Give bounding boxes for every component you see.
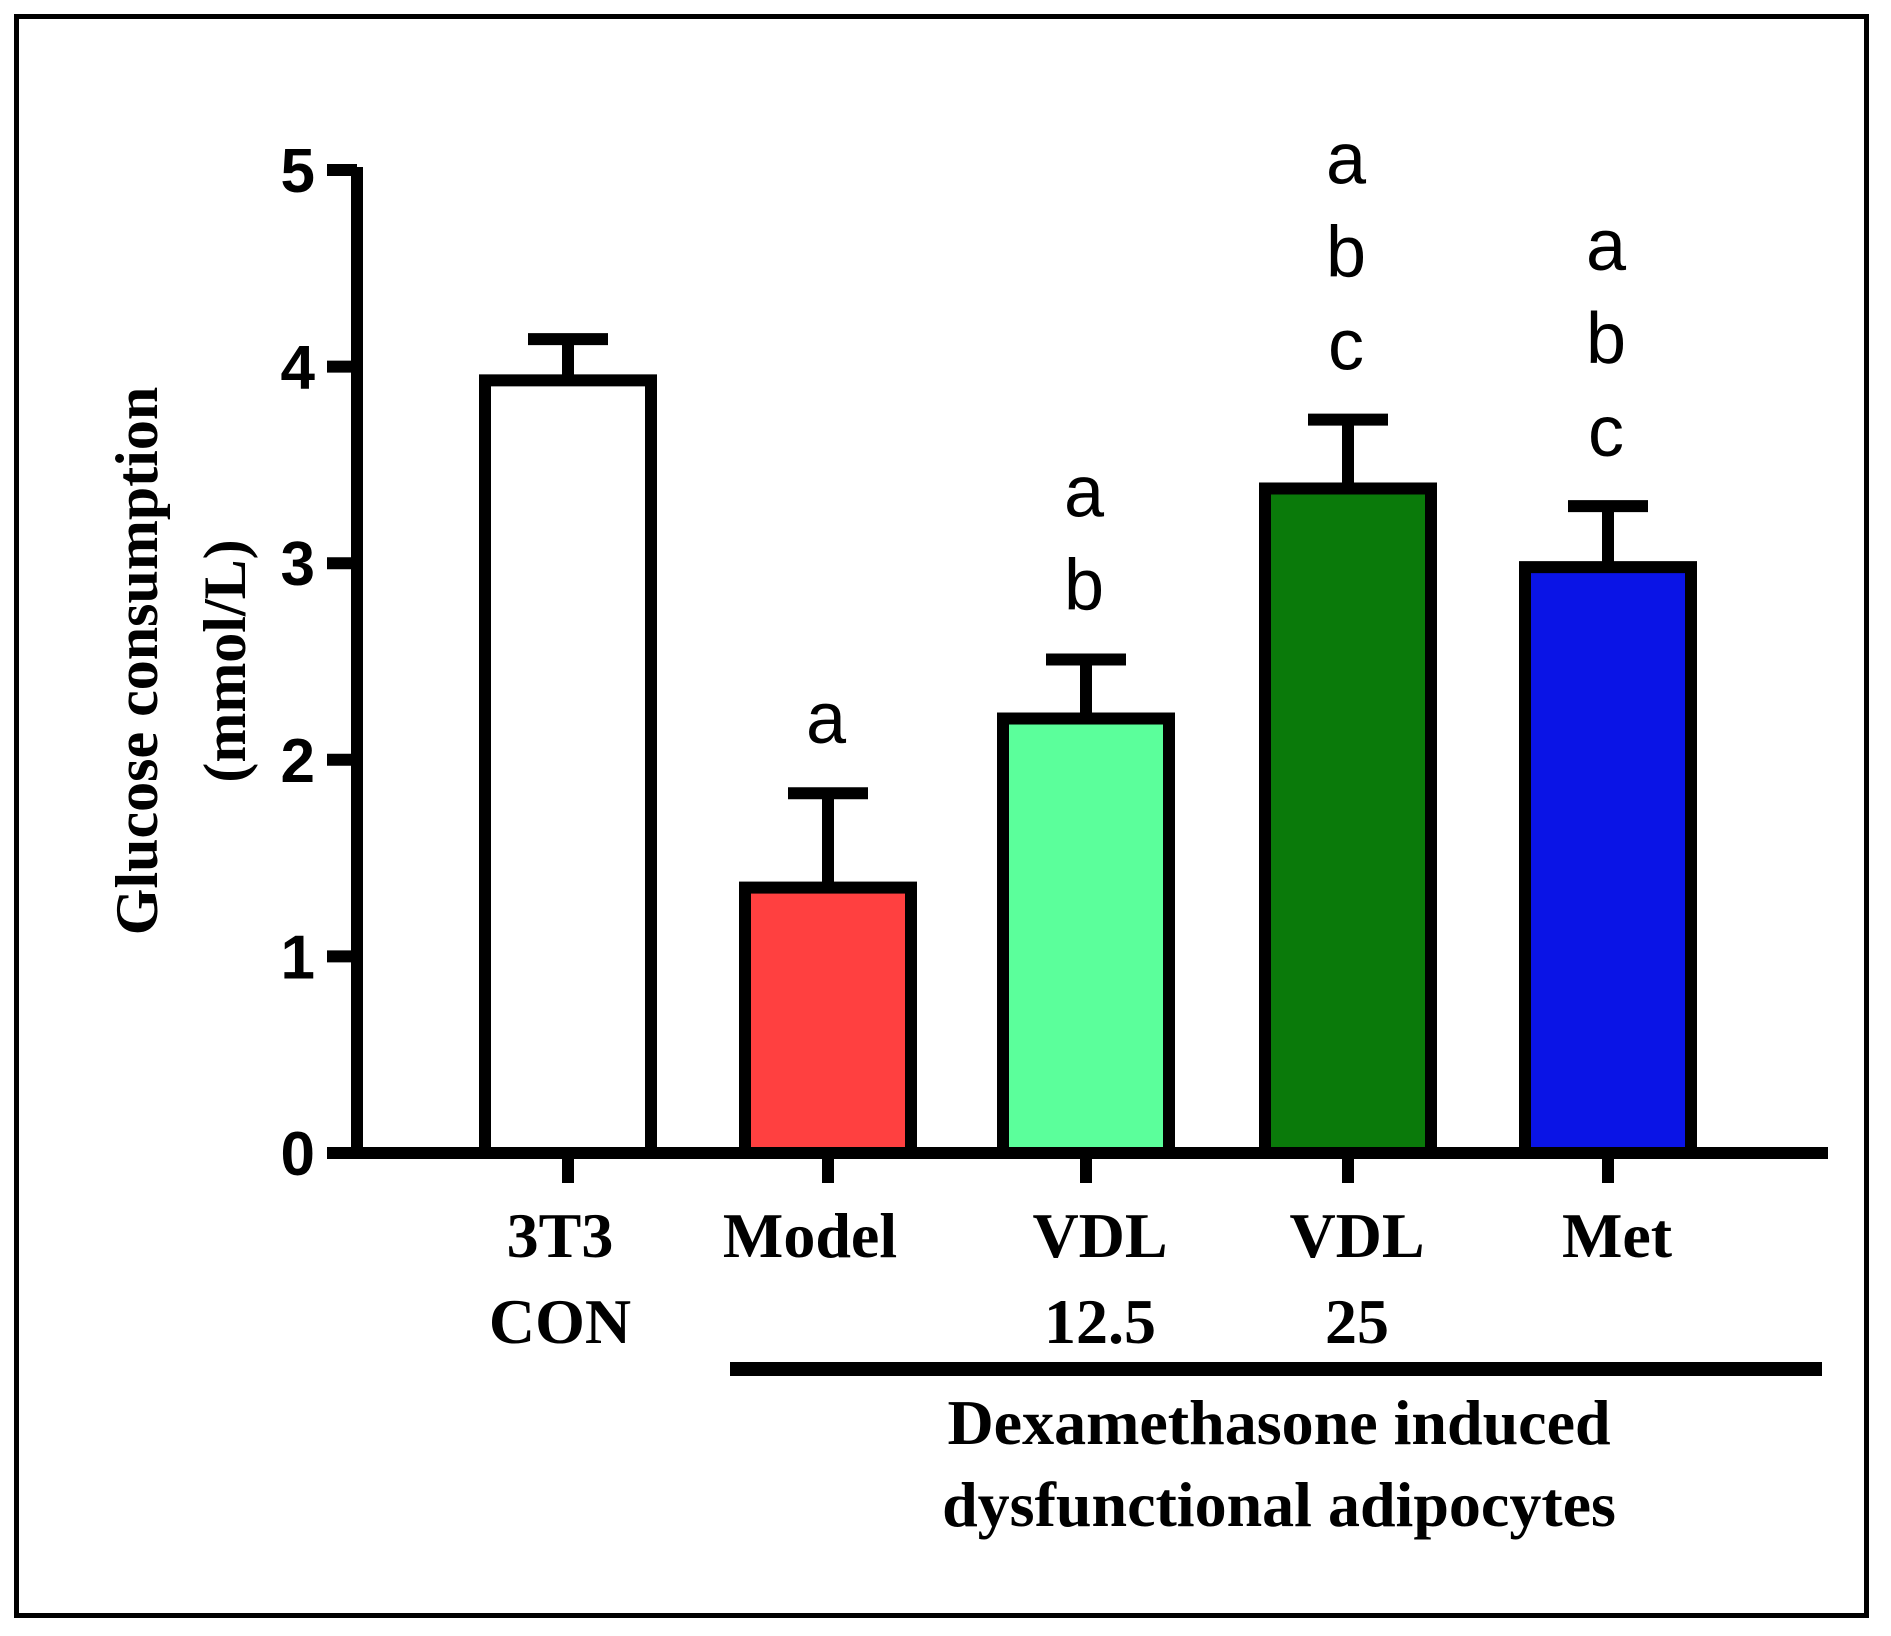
y-axis-label-line1: Glucose consumption bbox=[104, 387, 170, 935]
x-category-label-3-0: VDL bbox=[1289, 1200, 1424, 1271]
x-category-label-0-1: CON bbox=[489, 1286, 631, 1357]
significance-letter-2-0: a bbox=[1064, 453, 1105, 533]
y-axis-label-line2: (mmol/L) bbox=[192, 539, 258, 782]
bar-0 bbox=[479, 374, 657, 1159]
significance-letter-4-0: a bbox=[1586, 206, 1627, 286]
x-category-label-4-0: Met bbox=[1562, 1200, 1673, 1271]
significance-letter-3-2: c bbox=[1328, 306, 1364, 386]
significance-letter-4-2: c bbox=[1588, 392, 1624, 472]
significance-letter-1-0: a bbox=[806, 679, 847, 759]
significance-letter-3-1: b bbox=[1326, 213, 1366, 293]
y-tick-label-0: 0 bbox=[281, 1120, 315, 1189]
figure-frame bbox=[14, 14, 1869, 1618]
x-category-label-2-1: 12.5 bbox=[1044, 1286, 1156, 1357]
y-tick-label-3: 3 bbox=[281, 530, 315, 599]
x-category-label-0-0: 3T3 bbox=[507, 1200, 614, 1271]
x-category-label-3-1: 25 bbox=[1325, 1286, 1389, 1357]
bar-3 bbox=[1259, 482, 1437, 1159]
bar-1 bbox=[739, 881, 917, 1160]
y-tick-label-1: 1 bbox=[281, 923, 315, 992]
bar-2 bbox=[997, 712, 1175, 1159]
x-category-label-1-0: Model bbox=[723, 1200, 897, 1271]
group-bracket-label-0: Dexamethasone induced bbox=[947, 1387, 1610, 1458]
significance-letter-3-0: a bbox=[1326, 120, 1367, 200]
y-tick-label-5: 5 bbox=[281, 137, 315, 206]
y-tick-label-2: 2 bbox=[281, 727, 315, 796]
significance-letter-2-1: b bbox=[1064, 546, 1104, 626]
x-category-label-2-0: VDL bbox=[1032, 1200, 1167, 1271]
y-tick-label-4: 4 bbox=[281, 334, 316, 403]
bar-4 bbox=[1519, 561, 1697, 1159]
significance-letter-4-1: b bbox=[1586, 299, 1626, 379]
group-bracket-label-1: dysfunctional adipocytes bbox=[942, 1469, 1616, 1540]
